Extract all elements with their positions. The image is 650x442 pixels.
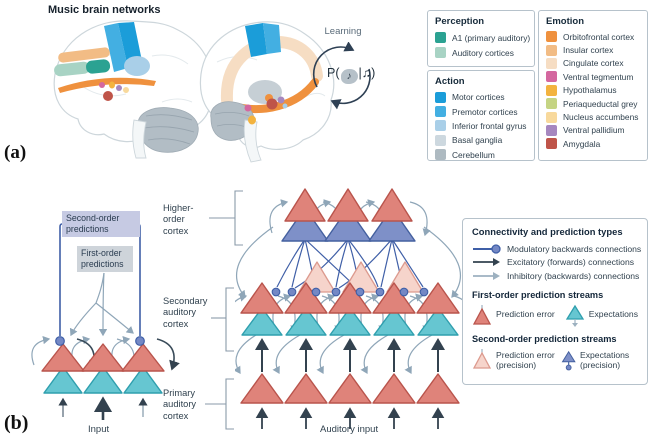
expectations-icon bbox=[565, 304, 584, 327]
first-order-streams-title: First-order prediction streams bbox=[472, 289, 604, 300]
second-order-predictions-box: Second-order predictions bbox=[62, 211, 140, 237]
color-swatch bbox=[546, 98, 557, 110]
hierarchical-prediction-network bbox=[235, 188, 465, 429]
first-order-schematic bbox=[31, 223, 180, 420]
legend-item: Orbitofrontal cortex bbox=[546, 30, 640, 43]
legend-item: Modulatory backwards connections bbox=[472, 242, 641, 256]
color-swatch bbox=[546, 31, 557, 43]
legend-box-perception: Perception A1 (primary auditory) Auditor… bbox=[427, 10, 535, 67]
region-label-secondary-auditory-cortex: Secondary auditory cortex bbox=[163, 296, 208, 329]
first-order-streams-row: Prediction error Expectations bbox=[472, 304, 638, 327]
prob-suffix: ) bbox=[371, 66, 376, 80]
legend-box-action: Action Motor cortices Premotor cortices … bbox=[427, 70, 535, 161]
legend-item: Motor cortices bbox=[435, 90, 527, 104]
legend-item: Insular cortex bbox=[546, 43, 640, 56]
legend-item: Cingulate cortex bbox=[546, 57, 640, 70]
legend-item: Prediction error (precision) bbox=[472, 348, 561, 374]
modulatory-connection-icon bbox=[472, 243, 502, 255]
legend-item: Hypothalamus bbox=[546, 84, 640, 97]
legend-title: Perception bbox=[435, 16, 485, 27]
legend-item: Periaqueductal grey bbox=[546, 97, 640, 110]
figure-title: Music brain networks bbox=[48, 4, 161, 16]
prob-bar: | bbox=[358, 66, 362, 80]
input-label: Input bbox=[88, 424, 110, 435]
color-swatch bbox=[435, 32, 446, 43]
color-swatch bbox=[546, 138, 557, 150]
legend-item: Expectations bbox=[565, 304, 638, 327]
connectivity-legend-title: Connectivity and prediction types bbox=[472, 226, 623, 237]
legend-item: Premotor cortices bbox=[435, 104, 527, 118]
color-swatch bbox=[546, 124, 557, 136]
prob-prefix: P( bbox=[327, 66, 340, 80]
color-swatch bbox=[435, 134, 446, 146]
panel-a-label: (a) bbox=[4, 142, 27, 163]
note-bubble-icon: ♪ bbox=[340, 69, 358, 84]
color-swatch bbox=[546, 57, 557, 69]
color-swatch bbox=[435, 106, 446, 118]
legend-item: Cerebellum bbox=[435, 148, 527, 162]
color-swatch bbox=[435, 149, 446, 161]
region-label-primary-auditory-cortex: Primary auditory cortex bbox=[163, 388, 197, 421]
legend-item: A1 (primary auditory) bbox=[435, 30, 530, 45]
prediction-error-icon bbox=[472, 304, 492, 325]
connectivity-legend: Connectivity and prediction types Modula… bbox=[462, 218, 648, 385]
learning-label: Learning bbox=[324, 26, 362, 37]
learning-cycle-arrows-icon bbox=[312, 42, 371, 110]
prediction-error-precision-icon bbox=[472, 348, 492, 369]
second-order-streams-row: Prediction error (precision) Expectation… bbox=[472, 348, 638, 374]
color-swatch bbox=[546, 71, 557, 83]
color-swatch bbox=[546, 111, 557, 123]
panel-b-label: (b) bbox=[4, 412, 29, 434]
legend-item: Expectations (precision) bbox=[561, 348, 638, 374]
excitatory-connection-icon bbox=[472, 256, 502, 268]
legend-item: Prediction error bbox=[472, 304, 565, 327]
color-swatch bbox=[435, 120, 446, 132]
legend-item: Inferior frontal gyrus bbox=[435, 119, 527, 133]
legend-box-emotion: Emotion Orbitofrontal cortex Insular cor… bbox=[538, 10, 648, 161]
inhibitory-connection-icon bbox=[472, 270, 502, 282]
legend-item: Excitatory (forwards) connections bbox=[472, 256, 638, 270]
legend-item: Ventral pallidium bbox=[546, 124, 640, 137]
color-swatch bbox=[546, 44, 557, 56]
auditory-input-label: Auditory input bbox=[320, 424, 379, 435]
probability-expression: P(♪ |♫) bbox=[327, 66, 375, 84]
region-label-higher-order-cortex: Higher- order cortex bbox=[163, 203, 194, 236]
legend-item: Auditory cortices bbox=[435, 45, 527, 60]
first-order-predictions-box: First-order predictions bbox=[77, 246, 133, 272]
expectations-precision-icon bbox=[561, 350, 576, 370]
color-swatch bbox=[435, 91, 446, 103]
legend-item: Ventral tegmentum bbox=[546, 70, 640, 83]
second-order-streams-title: Second-order prediction streams bbox=[472, 333, 617, 344]
legend-item: Basal ganglia bbox=[435, 133, 527, 147]
legend-item: Amygdala bbox=[546, 137, 640, 150]
color-swatch bbox=[546, 84, 557, 96]
brain-medial-illustration bbox=[199, 21, 335, 163]
legend-item: Nucleus accumbens bbox=[546, 110, 640, 123]
context-notes-icon: ♫ bbox=[361, 66, 372, 80]
legend-item: Inhibitory (backwards) connections bbox=[472, 269, 639, 283]
brain-lateral-illustration bbox=[53, 20, 212, 159]
legend-title: Action bbox=[435, 76, 465, 87]
legend-title: Emotion bbox=[546, 16, 584, 27]
color-swatch bbox=[435, 47, 446, 58]
